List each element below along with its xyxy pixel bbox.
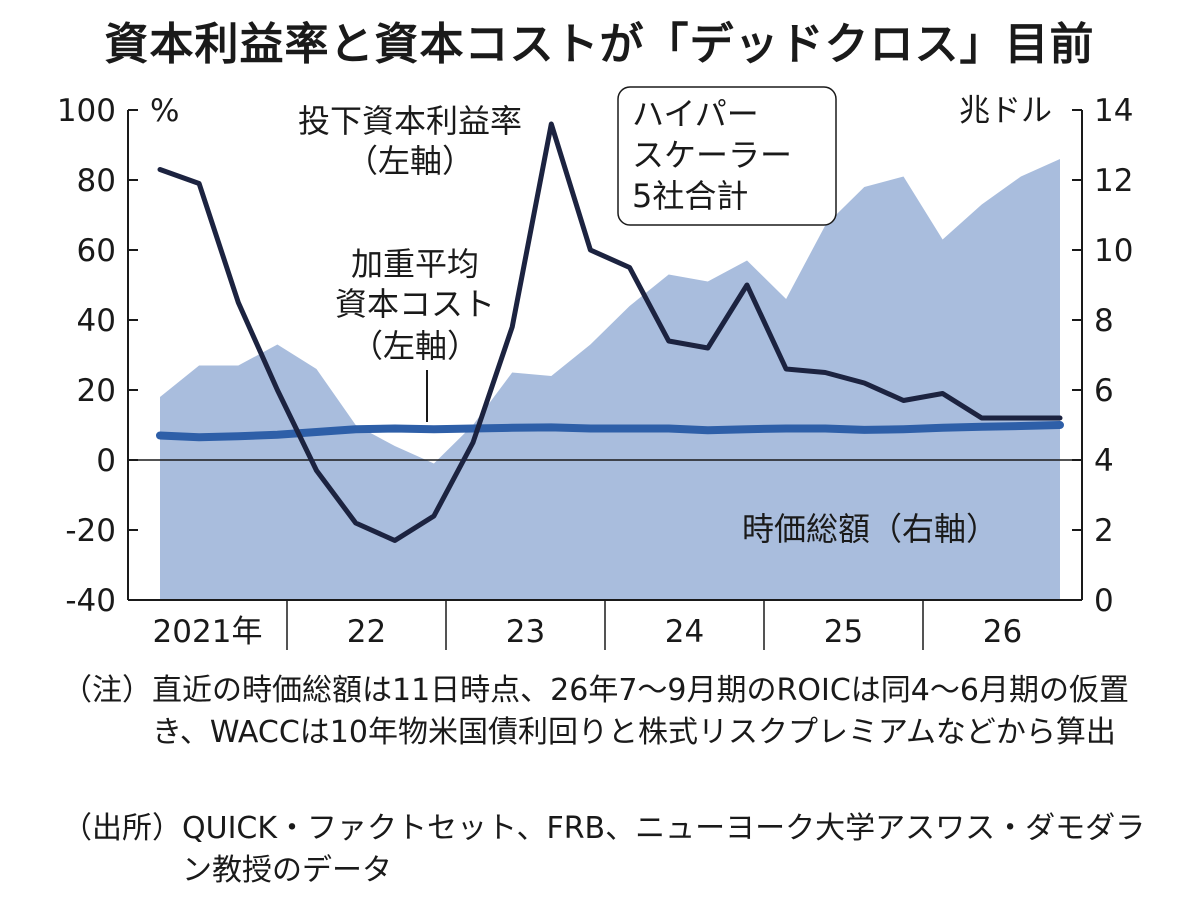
left-tick-label: -20 <box>65 513 116 549</box>
left-axis-unit: % <box>150 93 179 129</box>
hyperscaler-box <box>617 86 837 226</box>
x-tick-label: 24 <box>665 614 704 650</box>
x-tick-label: 22 <box>347 614 386 650</box>
right-tick-label: 2 <box>1094 513 1114 549</box>
right-tick-label: 8 <box>1094 303 1114 339</box>
note: （注）直近の時価総額は11日時点、26年7～9月期のROICは同4～6月期の仮置… <box>62 670 1152 754</box>
wacc-label-sub: （左軸） <box>351 327 479 365</box>
left-tick-label: 40 <box>77 303 116 339</box>
x-tick-label: 26 <box>983 614 1022 650</box>
right-tick-label: 6 <box>1094 373 1114 409</box>
market-cap-area-layer <box>160 159 1060 600</box>
left-tick-label: 100 <box>57 93 116 129</box>
hyperscaler-box-line: スケーラー <box>632 136 792 174</box>
source: （出所）QUICK・ファクトセット、FRB、ニューヨーク大学アスワス・ダモダラン… <box>62 808 1152 892</box>
roic-label-sub: （左軸） <box>346 142 474 180</box>
left-tick-label: 80 <box>77 163 116 199</box>
right-tick-label: 12 <box>1094 163 1133 199</box>
right-tick-label: 4 <box>1094 443 1114 479</box>
x-tick-label: 25 <box>824 614 863 650</box>
x-tick-label: 2021年 <box>153 614 263 650</box>
source-label: （出所） <box>62 811 182 846</box>
left-tick-label: 20 <box>77 373 116 409</box>
note-text: 直近の時価総額は11日時点、26年7～9月期のROICは同4～6月期の仮置き、W… <box>152 673 1129 750</box>
source-text: QUICK・ファクトセット、FRB、ニューヨーク大学アスワス・ダモダラン教授のデ… <box>182 811 1146 888</box>
left-tick-label: 0 <box>96 443 116 479</box>
labels-layer: 投下資本利益率（左軸）加重平均資本コスト（左軸）時価総額（右軸）ハイパースケーラ… <box>298 86 998 548</box>
roic-label: 投下資本利益率 <box>298 102 522 140</box>
left-tick-label: -40 <box>65 583 116 619</box>
hyperscaler-box-line: ハイパー <box>632 95 759 133</box>
wacc-label-line1: 加重平均 <box>351 245 479 283</box>
right-tick-label: 0 <box>1094 583 1114 619</box>
right-axis-unit: 兆ドル <box>959 93 1052 129</box>
hyperscaler-box-line: 5社合計 <box>632 177 748 215</box>
wacc-line <box>156 421 1064 442</box>
lines-layer <box>156 121 1064 543</box>
chart-title: 資本利益率と資本コストが「デッドクロス」目前 <box>104 19 1095 70</box>
roic-line <box>157 121 1063 543</box>
left-tick-label: 60 <box>77 233 116 269</box>
wacc-label-line2: 資本コスト <box>335 285 495 323</box>
right-tick-label: 14 <box>1094 93 1133 129</box>
market-cap-area <box>160 159 1060 600</box>
right-tick-label: 10 <box>1094 233 1133 269</box>
note-label: （注） <box>62 673 152 708</box>
x-tick-label: 23 <box>506 614 545 650</box>
market-cap-label: 時価総額（右軸） <box>742 510 998 548</box>
